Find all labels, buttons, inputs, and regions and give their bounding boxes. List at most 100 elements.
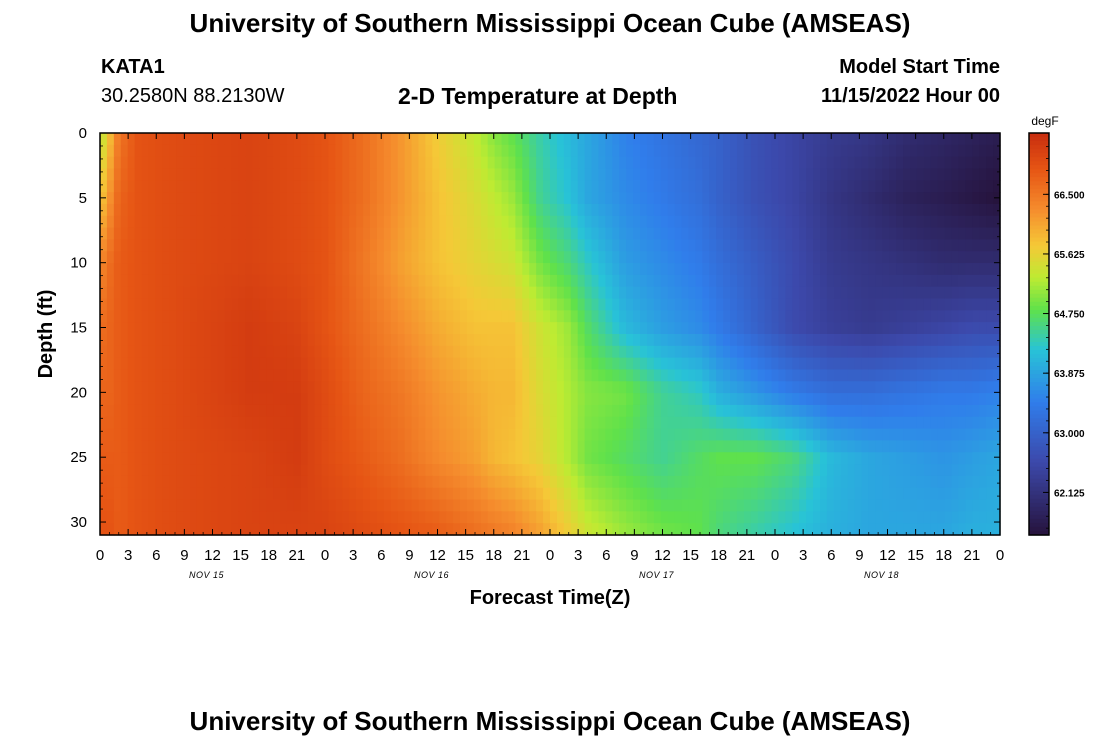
heatmap-cell [972,369,980,382]
heatmap-cell [356,404,364,418]
heatmap-cell [688,286,696,300]
heatmap-cell [300,487,309,501]
heatmap-cell [473,263,482,276]
heatmap-cell [529,334,537,347]
heatmap-cell [196,357,205,371]
heatmap-cell [944,475,953,489]
heatmap-cell [252,369,260,382]
heatmap-cell [993,499,1001,512]
heatmap-cell [148,156,156,170]
heatmap-cell [314,239,323,252]
heatmap-cell [335,144,343,158]
heatmap-cell [162,239,170,252]
heatmap-cell [397,227,406,241]
heatmap-cell [356,310,364,323]
heatmap-cell [813,156,821,170]
heatmap-cell [321,168,330,181]
heatmap-cell [439,428,447,442]
heatmap-cell [432,180,440,193]
heatmap-cell [196,156,205,170]
heatmap-cell [370,286,378,300]
x-tick-label: 15 [682,547,699,564]
heatmap-cell [494,416,503,430]
heatmap-cell [764,393,773,406]
heatmap-cell [764,440,773,453]
heatmap-cell [120,144,129,158]
heatmap-cell [646,144,655,158]
heatmap-cell [335,263,343,276]
heatmap-cell [764,133,773,146]
heatmap-cell [453,487,461,501]
heatmap-cell [646,475,655,489]
heatmap-cell [563,274,572,288]
heatmap-cell [418,227,426,241]
heatmap-cell [778,404,786,418]
colorbar-segment [1029,301,1049,307]
heatmap-cell [584,452,593,465]
heatmap-cell [183,156,191,170]
heatmap-cell [522,334,530,347]
heatmap-cell [522,133,530,146]
heatmap-cell [515,499,523,512]
heatmap-cell [397,345,406,359]
model-start-date: 11/15/2022 Hour 00 [820,85,1000,107]
heatmap-cell [854,192,863,205]
heatmap-cell [266,203,274,217]
heatmap-cell [473,251,482,264]
heatmap-cell [155,404,163,418]
heatmap-cell [736,369,745,382]
heatmap-cell [743,251,752,264]
heatmap-cell [127,369,136,382]
heatmap-cell [826,452,835,465]
heatmap-cell [840,144,849,158]
heatmap-cell [543,345,551,359]
heatmap-cell [993,440,1001,453]
heatmap-cell [785,322,793,335]
heatmap-cell [806,239,814,252]
heatmap-cell [162,144,170,158]
heatmap-cell [307,310,316,323]
heatmap-cell [148,310,156,323]
heatmap-cell [930,274,939,288]
heatmap-cell [100,298,108,311]
heatmap-cell [515,322,523,335]
heatmap-cell [307,215,316,229]
heatmap-cell [785,487,793,501]
heatmap-cell [370,310,378,323]
heatmap-cell [944,334,953,347]
heatmap-cell [162,322,170,335]
heatmap-cell [376,523,385,536]
heatmap-cell [321,345,330,359]
heatmap-cell [286,310,295,323]
heatmap-cell [736,239,745,252]
heatmap-cell [958,227,966,241]
heatmap-cell [826,274,835,288]
heatmap-cell [674,168,683,181]
x-tick-label: 12 [429,547,446,564]
heatmap-cell [799,440,807,453]
heatmap-cell [951,215,960,229]
heatmap-cell [113,286,122,300]
heatmap-cell [356,322,364,335]
heatmap-cell [404,345,413,359]
heatmap-cell [113,322,122,335]
heatmap-cell [515,310,523,323]
heatmap-cell [293,215,302,229]
heatmap-cell [273,192,281,205]
heatmap-cell [446,404,454,418]
heatmap-cell [868,369,876,382]
heatmap-cell [286,286,295,300]
heatmap-cell [210,464,219,477]
heatmap-cell [418,310,426,323]
heatmap-cell [480,357,489,371]
heatmap-cell [743,381,752,394]
heatmap-cell [280,239,288,252]
heatmap-cell [245,310,253,323]
heatmap-cell [923,203,932,217]
heatmap-cell [335,475,343,489]
heatmap-cell [224,156,233,170]
chart-title: University of Southern Mississippi Ocean… [189,8,911,38]
heatmap-cell [190,393,198,406]
heatmap-cell [176,133,184,146]
heatmap-cell [799,357,807,371]
